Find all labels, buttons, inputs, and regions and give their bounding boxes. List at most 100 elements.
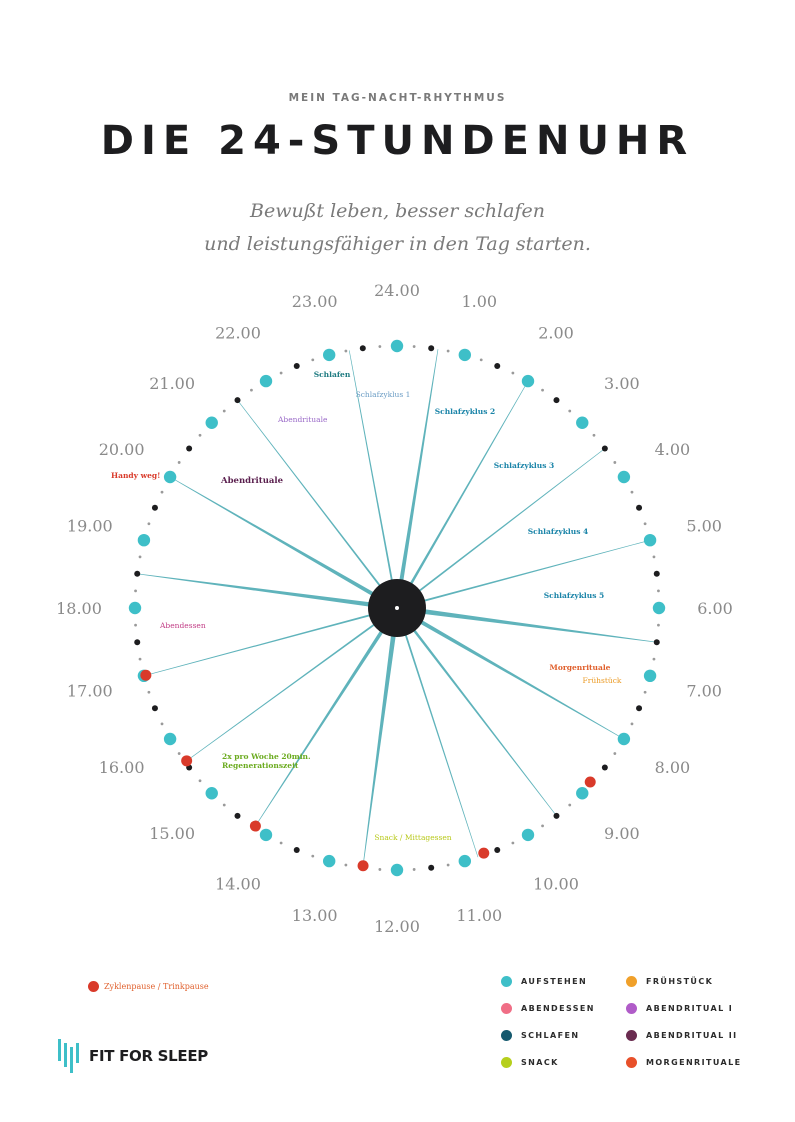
quarter-dot [652,657,656,661]
dial-dots-group [128,339,666,877]
half-hour-dot [494,847,501,854]
quarter-dot [344,863,348,867]
subtitle-line-1: Bewußt leben, besser schlafen [250,200,545,222]
half-hour-dot [293,847,300,854]
hour-dot [390,339,404,353]
half-hour-dot [151,705,158,712]
hour-dot [458,348,472,362]
legend-item-snack: SNACK [501,1056,626,1069]
quarter-dot [446,863,450,867]
clock-spoke [237,399,398,609]
half-hour-dot [553,397,560,404]
half-hour-dot [134,639,141,646]
page-title: DIE 24-STUNDENUHR [100,118,695,164]
legend-item-abendritual-2: ABENDRITUAL II [626,1029,761,1042]
hour-dot [205,787,218,800]
quarter-dot [138,555,142,559]
subtitle-line-2: und leistungsfähiger in den Tag starten. [204,233,591,255]
hour-label: 4.00 [655,440,691,459]
legend-item-schlafen: SCHLAFEN [501,1029,626,1042]
hour-dot [576,416,589,429]
quarter-dot [198,433,202,437]
activity-label-snack-mittagessen: Snack / Mittagessen [374,833,451,842]
activity-label-schlafzyklus-5: Schlafzyklus 5 [544,591,605,600]
quarter-dot [311,358,315,362]
pause-marker-dot [249,820,261,832]
clock-spoke [396,607,479,858]
hour-label: 8.00 [655,758,691,777]
clock-spoke [395,607,557,817]
hour-label: 1.00 [461,292,497,311]
legend-dot [501,1057,512,1068]
pause-legend-dot [88,981,99,992]
half-hour-dot [428,345,435,352]
legend-item-abendritual-1: ABENDRITUAL I [626,1002,761,1015]
half-hour-dot [134,570,141,577]
hour-label: 19.00 [67,517,113,536]
clock-spoke [143,607,398,677]
half-hour-dot [186,445,193,452]
pause-marker-dot [140,669,152,681]
clock-diagram: 24.00 1.00 2.00 3.00 4.00 5.00 6.00 7.00 8.00 9.0… [56,281,733,936]
pause-marker-dot [584,776,596,788]
hour-dot [259,374,273,388]
legend-dot [501,1003,512,1014]
activity-label-abendrituale-2: Abendrituale [220,476,284,486]
hour-label: 13.00 [292,906,338,925]
quarter-dot [378,345,382,348]
legend-item-aufstehen: AUFSTEHEN [501,975,626,988]
hour-dot [163,732,177,746]
hour-label: 12.00 [374,917,420,936]
legend-dot [626,1003,637,1014]
quarter-dot [446,349,450,353]
clock-spoke [169,476,399,610]
fit-for-sleep-logo-icon [58,1039,79,1073]
hour-label: 20.00 [99,440,145,459]
hour-label: 16.00 [99,758,145,777]
hour-dot [128,601,142,615]
activity-label-schlafzyklus-3: Schlafzyklus 3 [494,461,555,470]
clock-spoke [137,573,398,611]
quarter-dot [311,854,315,858]
hour-labels-group: 24.00 1.00 2.00 3.00 4.00 5.00 6.00 7.00 8.00 9.0… [56,281,733,936]
half-hour-dot [636,504,643,511]
quarter-dot [511,371,515,375]
brand-name: FIT FOR SLEEP [89,1047,209,1065]
brand-logo: FIT FOR SLEEP [57,1039,208,1073]
hour-label: 7.00 [686,681,722,700]
hour-dot [576,787,589,800]
quarter-dot [643,690,647,694]
clock-spoke [396,448,606,609]
hour-label: 18.00 [56,599,102,618]
activity-label-abendrituale-1: Abendrituale [277,415,328,424]
quarter-dot [511,841,515,845]
legend: AUFSTEHEN FRÜHSTÜCK ABENDESSEN ABENDRITU… [501,975,761,1069]
hour-dot [322,348,336,362]
quarter-dot [568,803,572,807]
hour-label: 21.00 [149,374,195,393]
half-hour-dot [636,705,643,712]
quarter-dot [134,623,137,627]
hour-dot [521,374,535,388]
clock-spoke [396,605,657,643]
half-hour-dot [601,445,608,452]
quarter-dot [479,358,483,362]
quarter-dot [630,722,634,726]
activity-label-schlafzyklus-2: Schlafzyklus 2 [435,407,496,416]
activity-label-schlafzyklus-4: Schlafzyklus 4 [528,527,589,536]
half-hour-dot [553,812,560,819]
quarter-dot [592,433,596,437]
legend-label: MORGENRITUALE [646,1058,742,1067]
legend-dot [626,1030,637,1041]
pause-marker-dot [478,847,490,859]
hour-label: 3.00 [604,374,640,393]
quarter-dot [568,409,572,413]
quarter-dot [613,461,617,464]
half-hour-dot [234,812,241,819]
hour-dot [205,416,218,429]
half-hour-dot [234,397,241,404]
legend-dot [626,1057,637,1068]
hour-label: 9.00 [604,824,640,843]
clock-spoke [395,380,529,609]
hour-dot [643,669,657,683]
